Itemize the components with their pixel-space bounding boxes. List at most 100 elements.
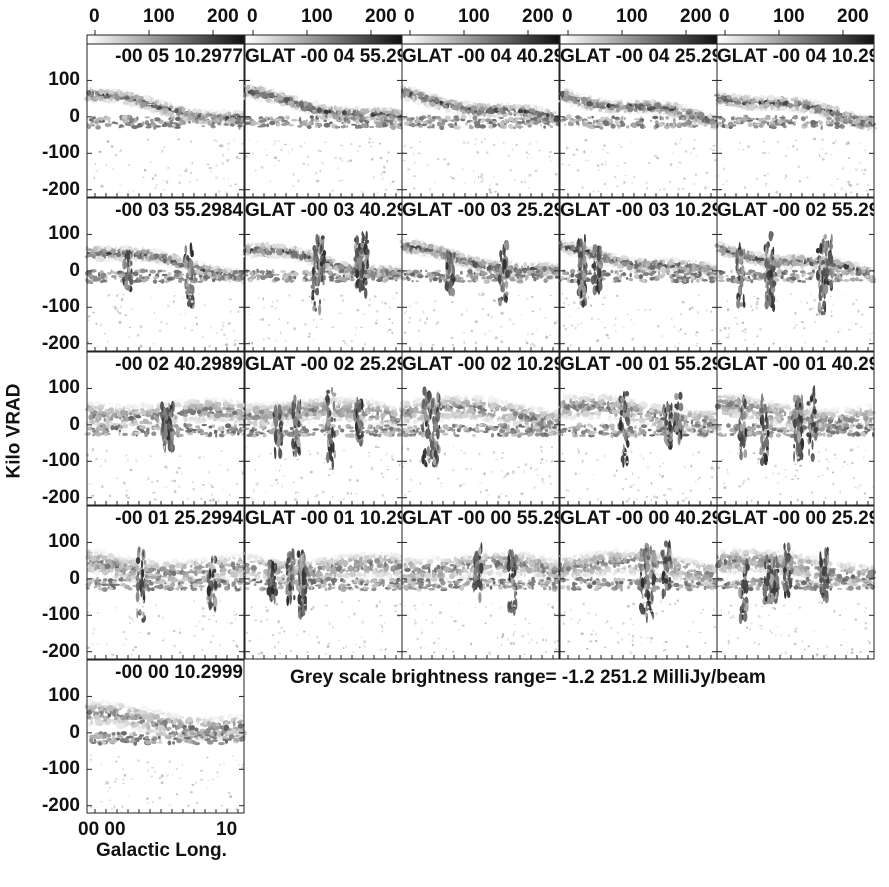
emission-pixel (226, 159, 230, 162)
emission-pixel (770, 123, 776, 127)
emission-pixel (444, 115, 451, 121)
emission-pixel (231, 117, 236, 122)
emission-pixel (208, 167, 212, 169)
emission-pixel (266, 270, 273, 275)
emission-pixel (665, 115, 670, 120)
emission-pixel (328, 107, 333, 111)
emission-pixel (727, 93, 732, 96)
emission-pixel (280, 270, 287, 273)
emission-pixel (576, 169, 580, 172)
emission-pixel (442, 103, 446, 107)
emission-pixel (747, 98, 750, 102)
emission-pixel (530, 156, 533, 159)
emission-pixel (864, 123, 871, 128)
emission-pixel (387, 151, 390, 154)
emission-pixel (320, 255, 322, 262)
emission-pixel (160, 321, 163, 324)
emission-pixel (235, 155, 239, 159)
emission-pixel (111, 168, 114, 170)
emission-pixel (354, 115, 360, 120)
channel-panel-8 (399, 197, 562, 352)
emission-pixel (517, 109, 524, 114)
emission-pixel (84, 96, 91, 102)
emission-pixel (298, 100, 304, 107)
emission-pixel (502, 106, 506, 111)
emission-pixel (800, 97, 804, 103)
emission-pixel (284, 97, 290, 102)
channel-panel-4 (557, 43, 721, 198)
emission-pixel (361, 264, 365, 276)
emission-pixel (391, 331, 394, 335)
emission-pixel (399, 121, 402, 124)
emission-pixel (206, 112, 210, 118)
emission-pixel (507, 116, 514, 122)
emission-pixel (194, 113, 197, 118)
emission-pixel (254, 270, 258, 275)
emission-pixel (333, 114, 338, 119)
emission-pixel (739, 142, 741, 144)
emission-pixel (323, 109, 329, 115)
emission-pixel (180, 313, 182, 316)
emission-pixel (662, 106, 670, 110)
emission-pixel (120, 245, 123, 252)
emission-pixel (623, 162, 627, 164)
emission-pixel (262, 297, 265, 301)
emission-pixel (190, 294, 195, 306)
emission-pixel (314, 288, 319, 296)
emission-pixel (274, 339, 277, 342)
emission-pixel (386, 120, 389, 123)
emission-pixel (550, 125, 553, 128)
emission-pixel (413, 187, 416, 190)
emission-pixel (425, 101, 430, 108)
emission-pixel (218, 190, 221, 193)
emission-pixel (166, 262, 171, 265)
emission-pixel (465, 122, 468, 126)
emission-pixel (202, 335, 204, 339)
emission-pixel (864, 168, 867, 172)
emission-pixel (676, 122, 681, 127)
emission-pixel (198, 274, 203, 278)
emission-pixel (686, 120, 693, 126)
emission-pixel (187, 268, 191, 275)
emission-pixel (821, 147, 823, 151)
emission-pixel (124, 253, 127, 260)
emission-pixel (489, 191, 493, 194)
emission-pixel (117, 88, 121, 94)
emission-pixel (317, 124, 322, 128)
emission-pixel (145, 125, 152, 129)
emission-pixel (783, 177, 786, 179)
emission-pixel (343, 121, 346, 126)
emission-pixel (316, 107, 323, 114)
emission-pixel (319, 104, 327, 109)
emission-pixel (354, 327, 358, 329)
emission-pixel (623, 181, 626, 184)
emission-pixel (346, 117, 349, 121)
emission-pixel (233, 275, 237, 281)
emission-pixel (803, 101, 811, 104)
emission-pixel (317, 149, 319, 151)
emission-pixel (121, 114, 128, 120)
emission-pixel (290, 118, 298, 122)
emission-pixel (591, 115, 594, 119)
emission-pixel (179, 174, 182, 177)
emission-pixel (179, 273, 183, 277)
emission-pixel (536, 117, 543, 122)
emission-pixel (381, 279, 388, 283)
emission-pixel (516, 118, 519, 121)
emission-pixel (389, 124, 396, 129)
emission-pixel (216, 332, 218, 334)
emission-pixel (315, 172, 318, 175)
emission-pixel (341, 159, 344, 163)
emission-pixel (103, 95, 108, 99)
emission-pixel (629, 141, 632, 144)
emission-pixel (183, 111, 189, 115)
emission-pixel (318, 303, 322, 316)
emission-pixel (117, 292, 120, 296)
emission-pixel (830, 184, 833, 186)
emission-pixel (711, 120, 715, 124)
emission-pixel (565, 114, 572, 120)
emission-pixel (278, 118, 282, 122)
emission-pixel (856, 183, 859, 186)
emission-pixel (434, 115, 442, 120)
emission-pixel (479, 124, 487, 129)
